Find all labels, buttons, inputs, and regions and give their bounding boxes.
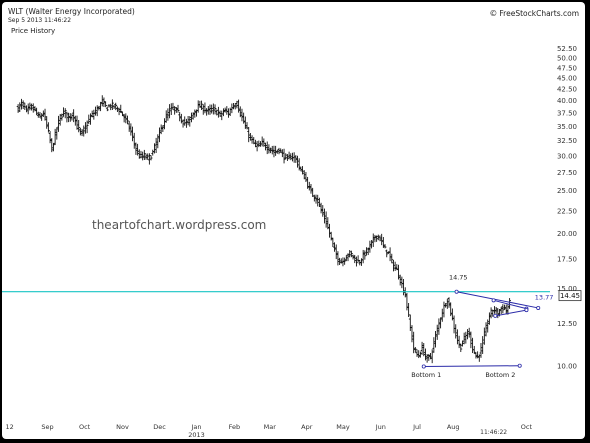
y-tick-label: 47.50 <box>557 64 577 72</box>
neckline-handle <box>536 305 541 310</box>
annotation-label: 13.77 <box>535 294 554 302</box>
bottom-line-handle <box>517 363 522 368</box>
y-tick-label: 37.50 <box>557 110 577 118</box>
y-tick-label: 52.50 <box>557 45 577 53</box>
triangle-lower-handle <box>524 308 529 313</box>
x-tick-year: 2013 <box>188 431 205 439</box>
chart-title: WLT (Walter Energy Incorporated) <box>8 7 135 16</box>
y-tick-label: 20.00 <box>557 230 577 238</box>
y-tick-label: 22.50 <box>557 207 577 215</box>
x-tick-label: May <box>336 423 350 431</box>
triangle-lower-handle <box>493 313 498 318</box>
x-tick-label: Feb <box>229 423 241 431</box>
y-tick-label: 10.00 <box>557 363 577 371</box>
trend-lines <box>2 289 550 369</box>
brand-text: FreeStockCharts.com <box>499 9 579 18</box>
x-tick-label: 12 <box>6 423 14 431</box>
y-tick-label: 30.00 <box>557 152 577 160</box>
y-tick-label: 15.00 <box>557 285 577 293</box>
x-tick-label: Apr <box>301 423 313 431</box>
y-tick-label: 42.50 <box>557 86 577 94</box>
y-tick-label: 25.00 <box>557 187 577 195</box>
x-tick-label: Oct <box>521 423 533 431</box>
copyright-icon: © <box>489 9 498 18</box>
bottom-line-handle <box>421 364 426 369</box>
annotation-label: Bottom 2 <box>485 371 515 379</box>
x-tick-label: Jul <box>412 423 421 431</box>
time-label: 11:46:22 <box>480 429 507 436</box>
y-tick-label: 12.50 <box>557 320 577 328</box>
annotation-label: 14.75 <box>449 273 468 281</box>
y-tick-label: 17.50 <box>557 255 577 263</box>
triangle-upper-handle <box>491 298 496 303</box>
x-tick-label: Mar <box>264 423 277 431</box>
price-history-label: Price History <box>11 27 56 35</box>
y-tick-label: 50.00 <box>557 54 577 62</box>
neckline-handle <box>454 289 459 294</box>
x-tick-label: Nov <box>116 423 129 431</box>
price-bars <box>16 95 512 364</box>
last-price-label: 14.45 <box>560 292 580 300</box>
watermark: theartofchart.wordpress.com <box>92 218 267 232</box>
x-tick-label: Sep <box>41 423 53 431</box>
y-tick-label: 32.50 <box>557 137 577 145</box>
annotations: 14.75 13.77 Bottom 1 Bottom 2 14.45 <box>411 273 582 379</box>
chart-timestamp: Sep 5 2013 11:46:22 <box>8 17 72 24</box>
bottom-line-line <box>423 365 520 367</box>
y-tick-label: 45.00 <box>557 75 577 83</box>
chart-panel: WLT (Walter Energy Incorporated) Sep 5 2… <box>2 2 585 439</box>
brand-link[interactable]: © FreeStockCharts.com <box>489 9 579 18</box>
x-tick-label: Dec <box>153 423 166 431</box>
x-tick-label: Aug <box>447 423 460 431</box>
last-price-box <box>558 290 582 302</box>
triangle-upper-line <box>493 299 527 310</box>
x-tick-label: Jun <box>375 423 386 431</box>
y-tick-label: 35.00 <box>557 123 577 131</box>
x-tick-label: Jan <box>191 423 202 431</box>
triangle-lower-line <box>495 309 527 317</box>
y-tick-label: 27.50 <box>557 169 577 177</box>
annotation-label: Bottom 1 <box>411 371 441 379</box>
x-tick-label: Oct <box>79 423 91 431</box>
y-tick-label: 40.00 <box>557 97 577 105</box>
neckline-line <box>456 291 539 309</box>
